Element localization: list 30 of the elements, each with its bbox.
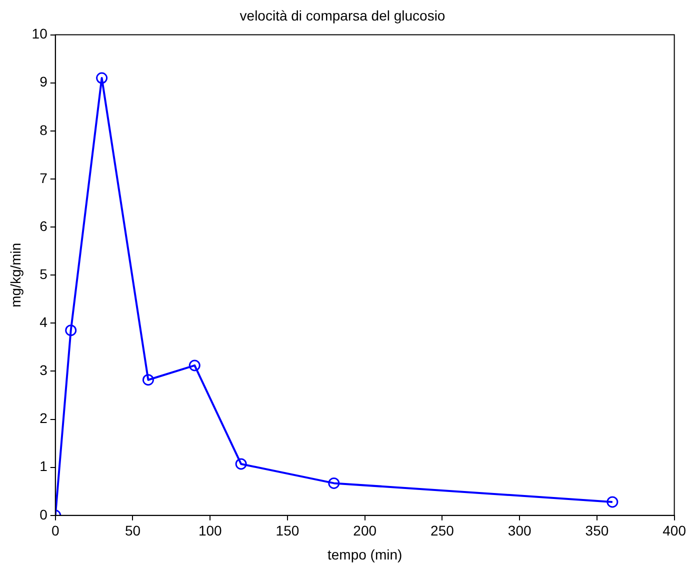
x-tick-label: 100 (198, 522, 222, 539)
y-tick-label: 4 (40, 314, 48, 330)
point (65, 324, 77, 336)
y-tick-label: 8 (40, 122, 48, 138)
x-tick-label: 0 (51, 522, 60, 539)
y-tick-label: 0 (40, 506, 48, 522)
y-tick-label: 1 (40, 458, 48, 474)
y-tick-label: 3 (40, 362, 48, 378)
x-axis-title: tempo (min) (328, 546, 402, 562)
point (142, 374, 154, 386)
point (188, 360, 200, 372)
x-tick-label: 350 (585, 522, 609, 539)
x-tick-label: 200 (353, 522, 377, 539)
point (606, 496, 618, 508)
y-tick-label: 10 (32, 26, 48, 42)
point (96, 72, 108, 84)
y-tick-label: 5 (40, 266, 48, 282)
point (328, 477, 340, 489)
y-tick-label: 9 (40, 74, 48, 90)
y-tick-label: 7 (40, 170, 48, 186)
chart-title: velocità di comparsa del glucosio (240, 7, 446, 24)
x-tick-label: 250 (430, 522, 454, 539)
point (235, 458, 247, 470)
y-tick-label: 6 (40, 218, 48, 234)
x-tick-label: 150 (276, 522, 300, 539)
y-tick-label: 2 (40, 410, 48, 426)
y-axis-title: mg/kg/min (7, 242, 24, 308)
x-tick-label: 300 (508, 522, 532, 539)
x-tick-label: 50 (124, 522, 141, 539)
x-tick-label: 400 (662, 522, 686, 539)
